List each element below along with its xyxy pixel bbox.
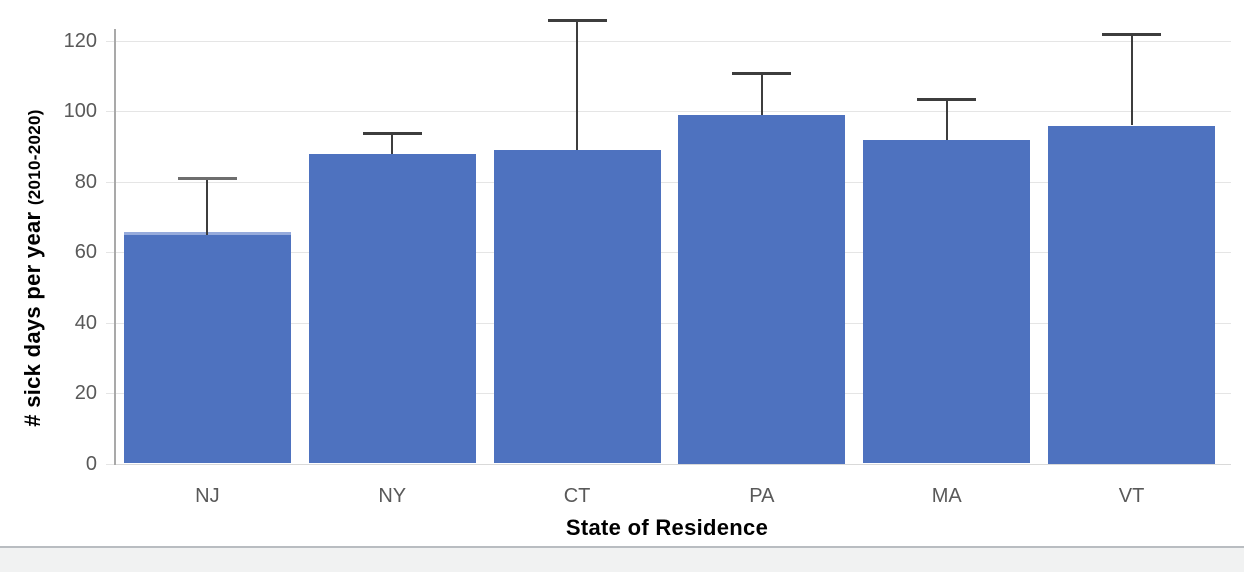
error-bar-cap-NY (362, 131, 422, 135)
gridline (115, 463, 1231, 465)
y-tick-label: 80 (74, 170, 97, 193)
y-axis-tick (106, 111, 115, 113)
y-axis-tick (106, 393, 115, 395)
error-bar-CT (576, 19, 579, 151)
y-axis-tick (106, 41, 115, 42)
y-tick-label: 40 (74, 311, 97, 334)
error-bar-cap-VT (1102, 32, 1162, 36)
error-bar-cap-MA (917, 98, 977, 102)
x-tick-label-NJ: NJ (195, 485, 220, 507)
gridline (115, 181, 1231, 183)
bar-PA (678, 114, 846, 464)
y-tick-label: 20 (74, 382, 97, 405)
bar-VT (1048, 125, 1216, 464)
gridline (115, 252, 1231, 254)
error-bar-cap-NJ (177, 177, 237, 181)
y-axis-title-range: (2010-2020) (25, 109, 44, 206)
gridline (115, 111, 1231, 113)
x-tick-label-PA: PA (749, 485, 775, 507)
error-bar-VT (1130, 33, 1133, 126)
gridline (115, 393, 1231, 395)
x-tick-label-MA: MA (931, 485, 962, 507)
y-tick-label: 120 (63, 30, 97, 52)
error-bar-cap-CT (547, 18, 607, 22)
x-tick-label-CT: CT (563, 485, 591, 507)
error-bar-PA (760, 72, 763, 115)
error-bar-MA (945, 99, 948, 140)
y-tick-label: 60 (74, 241, 97, 264)
footer-strip (0, 548, 1244, 572)
bar-NY (308, 153, 476, 464)
y-axis-tick (106, 181, 115, 183)
y-tick-label: 100 (63, 100, 97, 123)
y-axis-tick (106, 322, 115, 324)
error-bar-NY (391, 132, 394, 154)
bar-CT (493, 150, 661, 464)
bar-NJ (123, 234, 291, 464)
y-axis-title: # sick days per year (2010-2020) (20, 109, 46, 427)
bar-MA (863, 139, 1031, 464)
y-axis-title-text: # sick days per year (20, 211, 45, 427)
y-axis-tick (106, 463, 115, 465)
gridline (115, 41, 1231, 42)
y-axis-line (114, 29, 116, 465)
y-tick-label: 0 (85, 452, 97, 475)
x-tick-label-NY: NY (378, 485, 407, 507)
error-bar-NJ (206, 178, 209, 235)
footer-divider (0, 546, 1244, 548)
gridline (115, 322, 1231, 324)
x-axis-title: State of Residence (565, 515, 769, 540)
y-axis-tick (106, 252, 115, 254)
x-tick-label-VT: VT (1118, 485, 1145, 507)
error-bar-cap-PA (732, 71, 792, 75)
